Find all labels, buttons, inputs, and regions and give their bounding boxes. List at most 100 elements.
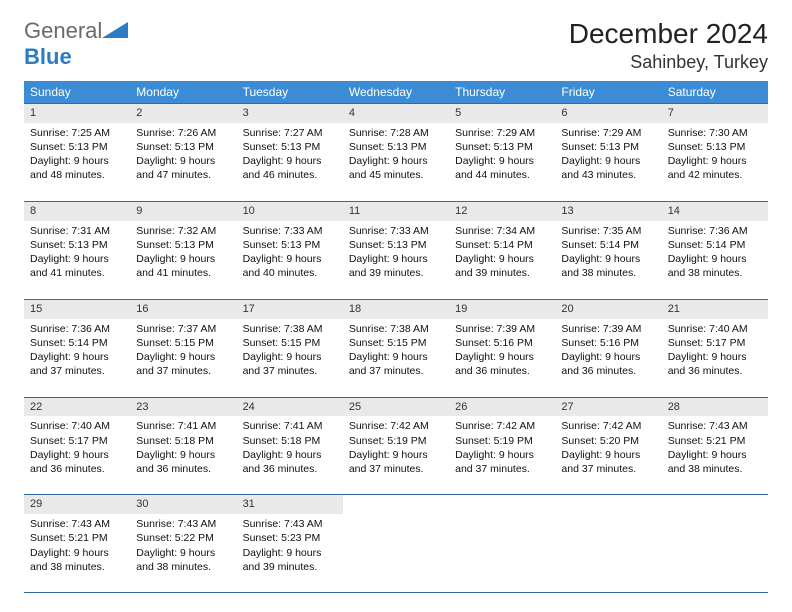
sunrise-line: Sunrise: 7:31 AM <box>30 224 124 238</box>
brand-text: General Blue <box>24 18 128 70</box>
day-number: 30 <box>130 495 236 514</box>
day-number: 5 <box>449 104 555 123</box>
day-details: Sunrise: 7:36 AMSunset: 5:14 PMDaylight:… <box>24 319 130 397</box>
day-number: 25 <box>343 398 449 417</box>
day-number: 22 <box>24 398 130 417</box>
weekday-header: Thursday <box>449 81 555 104</box>
sunrise-line: Sunrise: 7:38 AM <box>243 322 337 336</box>
calendar-day-cell: 20Sunrise: 7:39 AMSunset: 5:16 PMDayligh… <box>555 299 661 397</box>
sunset-line: Sunset: 5:13 PM <box>455 140 549 154</box>
calendar-day-cell: 24Sunrise: 7:41 AMSunset: 5:18 PMDayligh… <box>237 397 343 495</box>
calendar-day-cell: 10Sunrise: 7:33 AMSunset: 5:13 PMDayligh… <box>237 201 343 299</box>
sunrise-line: Sunrise: 7:35 AM <box>561 224 655 238</box>
day-details: Sunrise: 7:29 AMSunset: 5:13 PMDaylight:… <box>555 123 661 201</box>
weekday-header: Sunday <box>24 81 130 104</box>
sunrise-line: Sunrise: 7:29 AM <box>561 126 655 140</box>
sunset-line: Sunset: 5:13 PM <box>561 140 655 154</box>
calendar-week-row: 15Sunrise: 7:36 AMSunset: 5:14 PMDayligh… <box>24 299 768 397</box>
sunset-line: Sunset: 5:16 PM <box>455 336 549 350</box>
sunset-line: Sunset: 5:15 PM <box>243 336 337 350</box>
calendar-table: Sunday Monday Tuesday Wednesday Thursday… <box>24 81 768 593</box>
calendar-day-cell: . <box>662 495 768 593</box>
calendar-week-row: 22Sunrise: 7:40 AMSunset: 5:17 PMDayligh… <box>24 397 768 495</box>
sunrise-line: Sunrise: 7:32 AM <box>136 224 230 238</box>
sunrise-line: Sunrise: 7:42 AM <box>349 419 443 433</box>
calendar-day-cell: 8Sunrise: 7:31 AMSunset: 5:13 PMDaylight… <box>24 201 130 299</box>
sunrise-line: Sunrise: 7:36 AM <box>668 224 762 238</box>
calendar-day-cell: 7Sunrise: 7:30 AMSunset: 5:13 PMDaylight… <box>662 104 768 202</box>
sunset-line: Sunset: 5:14 PM <box>668 238 762 252</box>
day-details: Sunrise: 7:30 AMSunset: 5:13 PMDaylight:… <box>662 123 768 201</box>
daylight-line: Daylight: 9 hours and 39 minutes. <box>243 546 337 574</box>
sunrise-line: Sunrise: 7:40 AM <box>30 419 124 433</box>
daylight-line: Daylight: 9 hours and 38 minutes. <box>668 448 762 476</box>
calendar-day-cell: . <box>343 495 449 593</box>
day-number: 23 <box>130 398 236 417</box>
sunset-line: Sunset: 5:19 PM <box>455 434 549 448</box>
day-details: Sunrise: 7:43 AMSunset: 5:23 PMDaylight:… <box>237 514 343 592</box>
calendar-day-cell: 12Sunrise: 7:34 AMSunset: 5:14 PMDayligh… <box>449 201 555 299</box>
day-details: Sunrise: 7:42 AMSunset: 5:19 PMDaylight:… <box>343 416 449 494</box>
sunrise-line: Sunrise: 7:25 AM <box>30 126 124 140</box>
sunset-line: Sunset: 5:13 PM <box>243 140 337 154</box>
sunset-line: Sunset: 5:20 PM <box>561 434 655 448</box>
sunrise-line: Sunrise: 7:42 AM <box>561 419 655 433</box>
daylight-line: Daylight: 9 hours and 45 minutes. <box>349 154 443 182</box>
daylight-line: Daylight: 9 hours and 38 minutes. <box>668 252 762 280</box>
day-number: 21 <box>662 300 768 319</box>
daylight-line: Daylight: 9 hours and 37 minutes. <box>561 448 655 476</box>
day-number: 8 <box>24 202 130 221</box>
day-number: 24 <box>237 398 343 417</box>
sunrise-line: Sunrise: 7:37 AM <box>136 322 230 336</box>
day-details: Sunrise: 7:27 AMSunset: 5:13 PMDaylight:… <box>237 123 343 201</box>
sunset-line: Sunset: 5:13 PM <box>243 238 337 252</box>
day-number: 3 <box>237 104 343 123</box>
weekday-header-row: Sunday Monday Tuesday Wednesday Thursday… <box>24 81 768 104</box>
daylight-line: Daylight: 9 hours and 40 minutes. <box>243 252 337 280</box>
calendar-day-cell: 3Sunrise: 7:27 AMSunset: 5:13 PMDaylight… <box>237 104 343 202</box>
calendar-day-cell: 1Sunrise: 7:25 AMSunset: 5:13 PMDaylight… <box>24 104 130 202</box>
sunrise-line: Sunrise: 7:29 AM <box>455 126 549 140</box>
daylight-line: Daylight: 9 hours and 38 minutes. <box>30 546 124 574</box>
logo-triangle-icon <box>102 18 128 38</box>
month-title: December 2024 <box>569 18 768 50</box>
sunset-line: Sunset: 5:13 PM <box>136 140 230 154</box>
calendar-day-cell: 30Sunrise: 7:43 AMSunset: 5:22 PMDayligh… <box>130 495 236 593</box>
sunrise-line: Sunrise: 7:40 AM <box>668 322 762 336</box>
day-number: 19 <box>449 300 555 319</box>
sunrise-line: Sunrise: 7:26 AM <box>136 126 230 140</box>
day-number: 12 <box>449 202 555 221</box>
day-details: Sunrise: 7:35 AMSunset: 5:14 PMDaylight:… <box>555 221 661 299</box>
daylight-line: Daylight: 9 hours and 39 minutes. <box>455 252 549 280</box>
calendar-week-row: 29Sunrise: 7:43 AMSunset: 5:21 PMDayligh… <box>24 495 768 593</box>
title-block: December 2024 Sahinbey, Turkey <box>569 18 768 73</box>
sunrise-line: Sunrise: 7:36 AM <box>30 322 124 336</box>
day-details: Sunrise: 7:38 AMSunset: 5:15 PMDaylight:… <box>237 319 343 397</box>
daylight-line: Daylight: 9 hours and 36 minutes. <box>668 350 762 378</box>
calendar-day-cell: . <box>555 495 661 593</box>
sunset-line: Sunset: 5:13 PM <box>349 238 443 252</box>
calendar-day-cell: 26Sunrise: 7:42 AMSunset: 5:19 PMDayligh… <box>449 397 555 495</box>
sunrise-line: Sunrise: 7:33 AM <box>349 224 443 238</box>
sunset-line: Sunset: 5:16 PM <box>561 336 655 350</box>
calendar-day-cell: 4Sunrise: 7:28 AMSunset: 5:13 PMDaylight… <box>343 104 449 202</box>
sunrise-line: Sunrise: 7:43 AM <box>243 517 337 531</box>
daylight-line: Daylight: 9 hours and 41 minutes. <box>136 252 230 280</box>
daylight-line: Daylight: 9 hours and 47 minutes. <box>136 154 230 182</box>
daylight-line: Daylight: 9 hours and 37 minutes. <box>349 448 443 476</box>
brand-word2: Blue <box>24 44 72 69</box>
day-details: Sunrise: 7:41 AMSunset: 5:18 PMDaylight:… <box>130 416 236 494</box>
sunrise-line: Sunrise: 7:27 AM <box>243 126 337 140</box>
daylight-line: Daylight: 9 hours and 43 minutes. <box>561 154 655 182</box>
calendar-day-cell: 14Sunrise: 7:36 AMSunset: 5:14 PMDayligh… <box>662 201 768 299</box>
sunrise-line: Sunrise: 7:43 AM <box>668 419 762 433</box>
calendar-day-cell: 9Sunrise: 7:32 AMSunset: 5:13 PMDaylight… <box>130 201 236 299</box>
daylight-line: Daylight: 9 hours and 36 minutes. <box>455 350 549 378</box>
day-number: 1 <box>24 104 130 123</box>
sunset-line: Sunset: 5:14 PM <box>561 238 655 252</box>
sunrise-line: Sunrise: 7:28 AM <box>349 126 443 140</box>
sunset-line: Sunset: 5:18 PM <box>136 434 230 448</box>
sunset-line: Sunset: 5:18 PM <box>243 434 337 448</box>
sunrise-line: Sunrise: 7:30 AM <box>668 126 762 140</box>
day-number: 13 <box>555 202 661 221</box>
